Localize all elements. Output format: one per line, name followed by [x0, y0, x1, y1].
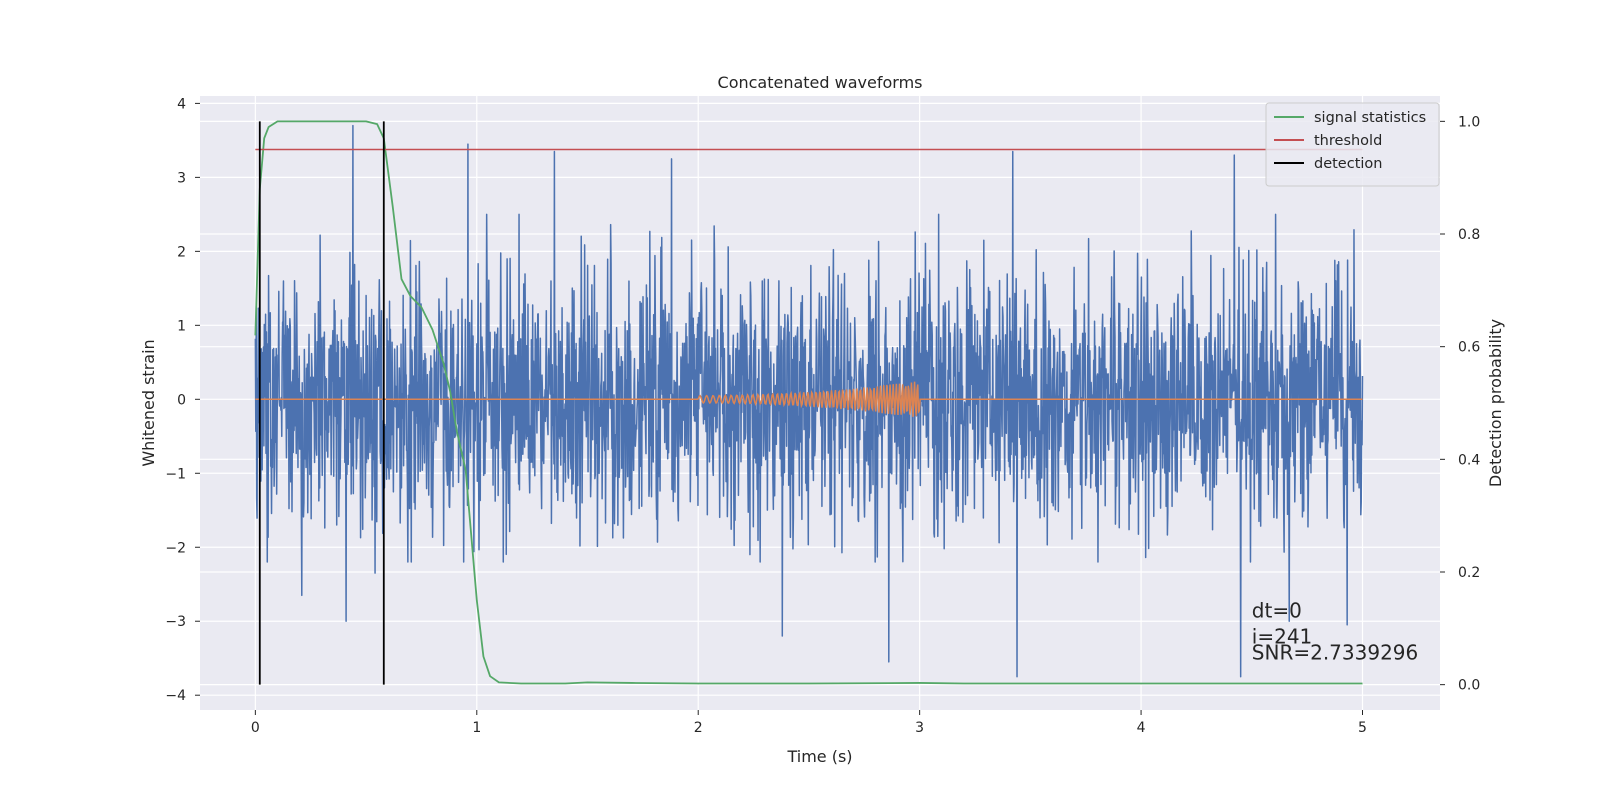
x-tick-label: 5	[1358, 720, 1367, 736]
y-tick-label: −1	[165, 466, 186, 482]
legend-label: signal statistics	[1314, 110, 1426, 126]
y-tick-label: −2	[165, 540, 186, 556]
y2-tick-label: 0.0	[1458, 678, 1480, 694]
x-tick-label: 0	[251, 720, 260, 736]
legend-label: threshold	[1314, 133, 1382, 149]
signal-statistics-line	[254, 120, 1363, 685]
y2-tick-label: 1.0	[1458, 114, 1480, 130]
detection-series	[258, 121, 385, 685]
chart-title: Concatenated waveforms	[718, 73, 923, 92]
chirp-trace	[255, 381, 1363, 417]
y-tick-label: 4	[177, 96, 186, 112]
y-axis-label: Whitened strain	[139, 339, 158, 466]
annotation-text: SNR=2.7339296	[1252, 641, 1418, 665]
y-tick-label: 3	[177, 170, 186, 186]
legend-box	[1265, 102, 1440, 187]
x-tick-label: 4	[1137, 720, 1146, 736]
annotation-text: i=241	[1252, 624, 1313, 648]
y-tick-label: 2	[177, 244, 186, 260]
y-tick-label: 0	[177, 392, 186, 408]
legend-label: detection	[1314, 156, 1382, 172]
y2-tick-label: 0.6	[1458, 340, 1480, 356]
x-tick-label: 1	[472, 720, 481, 736]
chirp-series	[255, 381, 1363, 417]
annotation-text: dt=0	[1252, 599, 1302, 623]
signal-statistics-series	[254, 120, 1363, 685]
axes: 0 1 2 3 4 5 −4 −3 −2 −1 0 1 2 3 4 0.0 0.2 0.4 0.6 0.8 1.0	[165, 96, 1480, 736]
x-tick-label: 2	[694, 720, 703, 736]
y-tick-label: −3	[165, 614, 186, 630]
y2-axis-label: Detection probability	[1486, 319, 1505, 487]
x-axis-label: Time (s)	[786, 747, 852, 766]
y-tick-label: 1	[177, 318, 186, 334]
legend: signal statistics threshold detection	[1265, 102, 1440, 187]
y2-tick-label: 0.4	[1458, 452, 1480, 468]
y2-tick-label: 0.8	[1458, 227, 1480, 243]
y2-tick-label: 0.2	[1458, 565, 1480, 581]
y-tick-label: −4	[165, 688, 186, 704]
x-tick-label: 3	[915, 720, 924, 736]
